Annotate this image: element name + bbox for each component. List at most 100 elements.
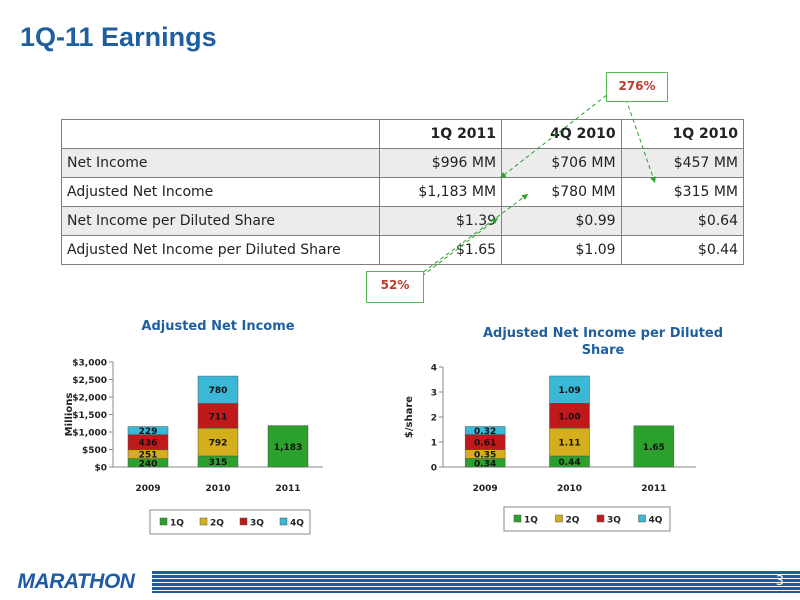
earnings-table: 1Q 2011 4Q 2010 1Q 2010 Net Income $996 … — [60, 119, 745, 265]
y-tick-label: $500 — [82, 446, 107, 456]
bar-segment-3q — [197, 403, 239, 429]
legend-swatch — [596, 514, 605, 523]
y-axis-label: $/share — [404, 396, 415, 438]
bar-segment-2q — [197, 428, 239, 457]
x-tick-label: 2010 — [557, 484, 582, 494]
bar-segment-3q — [549, 403, 590, 429]
x-tick-label: 2011 — [275, 484, 300, 494]
bar-value-label: 436 — [139, 439, 158, 449]
legend-swatch — [555, 514, 563, 523]
callout-276-percent: 276% — [606, 72, 668, 102]
bar-value-label: 0.32 — [474, 427, 496, 437]
table-cell: $0.64 — [620, 206, 745, 236]
bar-value-label: 240 — [139, 459, 158, 469]
table-cell: $780 MM — [501, 177, 622, 207]
row-label: Adjusted Net Income per Diluted Share — [60, 235, 381, 265]
table-cell: $1,183 MM — [379, 177, 503, 207]
bar-value-label: 711 — [209, 412, 228, 422]
bar-value-label: 1.00 — [558, 412, 580, 422]
arrow-276-to-prior — [625, 98, 656, 184]
legend-label: 1Q — [170, 519, 184, 529]
bar-segment-4q — [197, 375, 239, 404]
legend-swatch — [159, 517, 168, 526]
table-cell: $0.44 — [620, 235, 745, 265]
y-tick-label: 0 — [431, 464, 437, 474]
y-tick-label: $1,500 — [72, 411, 107, 421]
y-tick-label: 3 — [431, 389, 437, 399]
bar-value-label: 780 — [209, 386, 228, 396]
bar-value-label: 1,183 — [274, 443, 302, 453]
footer-stripes — [150, 571, 800, 593]
bar-segment-2q — [549, 428, 590, 457]
legend-label: 4Q — [649, 516, 663, 526]
bar-value-label: 1.65 — [643, 443, 665, 453]
x-tick-label: 2009 — [135, 484, 160, 494]
marathon-logo: MARATHON — [0, 568, 152, 596]
legend-label: 3Q — [607, 516, 621, 526]
legend-label: 4Q — [290, 519, 304, 529]
table-cell: $996 MM — [379, 148, 503, 178]
bar-segment-4q — [127, 426, 169, 435]
bar-value-label: 792 — [209, 439, 228, 449]
table-header-cell — [60, 119, 381, 149]
chart1-title: Adjusted Net Income — [141, 319, 295, 334]
bar-segment-4q — [549, 375, 590, 404]
bar-value-label: 315 — [209, 458, 228, 468]
legend-label: 2Q — [210, 519, 224, 529]
table-header-cell: 1Q 2011 — [379, 119, 503, 149]
table-row: Net Income $996 MM $706 MM $457 MM — [60, 148, 745, 178]
bar-value-label: 0.34 — [474, 459, 496, 469]
y-tick-label: 1 — [431, 439, 437, 449]
legend-swatch — [239, 517, 248, 526]
arrow-52-to-prior — [417, 193, 529, 277]
bar-value-label: 0.61 — [474, 439, 496, 449]
chart2-title: Adjusted Net Income per Diluted Share — [482, 326, 724, 358]
page-number: 3 — [775, 574, 784, 589]
y-tick-label: $2,500 — [72, 376, 107, 386]
legend-label: 1Q — [524, 516, 538, 526]
y-tick-label: 4 — [431, 364, 437, 374]
legend-swatch — [279, 517, 288, 526]
bar-value-label: 0.44 — [558, 458, 580, 468]
table-cell: $706 MM — [501, 148, 622, 178]
y-tick-label: $2,000 — [72, 394, 107, 404]
bar-value-label: 0.35 — [474, 451, 496, 461]
y-tick-label: $1,000 — [72, 429, 107, 439]
x-tick-label: 2011 — [641, 484, 666, 494]
row-label: Net Income — [60, 148, 381, 178]
table-header-cell: 1Q 2010 — [620, 119, 745, 149]
callout-52-percent: 52% — [366, 271, 424, 303]
y-axis-label: Millions — [64, 393, 75, 437]
y-tick-label: 2 — [431, 414, 437, 424]
page-title: 1Q-11 Earnings — [20, 22, 217, 52]
table-row: Adjusted Net Income $1,183 MM $780 MM $3… — [60, 177, 745, 207]
bar-segment-4q — [464, 426, 506, 435]
arrow-276-to-current — [499, 90, 613, 179]
legend-label: 3Q — [250, 519, 264, 529]
x-tick-label: 2009 — [473, 484, 498, 494]
y-tick-label: $3,000 — [72, 359, 107, 369]
table-header-row: 1Q 2011 4Q 2010 1Q 2010 — [60, 119, 745, 149]
bar-value-label: 229 — [139, 427, 158, 437]
table-cell: $1.65 — [379, 235, 503, 265]
arrow-52-to-current — [421, 217, 499, 277]
table-row: Adjusted Net Income per Diluted Share $1… — [60, 235, 745, 265]
y-tick-label: $0 — [94, 464, 107, 474]
legend-swatch — [199, 517, 208, 526]
bar-value-label: 1.11 — [558, 439, 580, 449]
row-label: Adjusted Net Income — [60, 177, 381, 207]
legend-swatch — [513, 514, 522, 523]
row-label: Net Income per Diluted Share — [60, 206, 381, 236]
table-cell: $1.39 — [379, 206, 503, 236]
table-cell: $1.09 — [501, 235, 622, 265]
bar-segment-1q — [267, 425, 309, 468]
bar-value-label: 1.09 — [558, 386, 580, 396]
legend-swatch — [638, 514, 646, 523]
legend-label: 2Q — [566, 516, 580, 526]
bar-segment-1q — [633, 425, 675, 468]
bar-value-label: 251 — [139, 451, 158, 461]
x-tick-label: 2010 — [205, 484, 230, 494]
